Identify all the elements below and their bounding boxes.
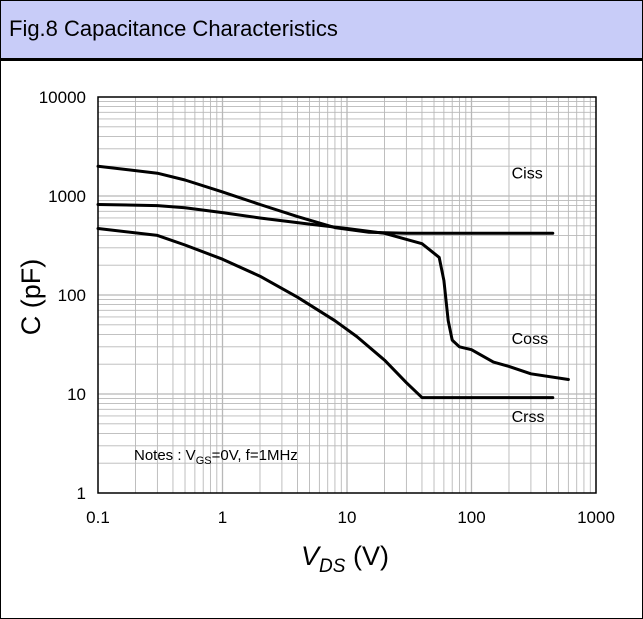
note-subscript: GS: [196, 455, 212, 467]
x-axis-label-sub: DS: [319, 556, 346, 577]
coss-label: Coss: [512, 331, 548, 348]
x-tick-label: 100: [457, 508, 485, 527]
figure-header: Fig.8 Capacitance Characteristics: [1, 1, 642, 61]
y-axis-label: C (pF): [16, 259, 46, 336]
x-tick-label: 1: [218, 508, 227, 527]
x-tick-label: 1000: [577, 508, 615, 527]
crss-line: [96, 227, 555, 400]
crss-label: Crss: [512, 409, 545, 426]
y-tick-label: 10000: [39, 88, 86, 107]
note-prefix: Notes : V: [134, 447, 196, 464]
ciss-line: [96, 164, 555, 235]
x-tick-label: 0.1: [86, 508, 110, 527]
chart-series: [96, 164, 570, 400]
series-labels: Ciss Coss Crss: [512, 166, 548, 427]
chart-grid: [98, 97, 596, 493]
x-tick-label: 10: [338, 508, 357, 527]
coss-line: [96, 203, 570, 381]
ciss-label: Ciss: [512, 166, 543, 183]
y-tick-label: 100: [58, 286, 86, 305]
y-tick-label: 1: [77, 484, 86, 503]
x-axis-label-unit: (V): [345, 541, 389, 571]
x-axis-label-main: V: [301, 541, 322, 571]
x-axis-label: VDS (V): [301, 541, 389, 577]
y-tick-label: 10: [67, 385, 86, 404]
note-suffix: =0V, f=1MHz: [212, 447, 298, 464]
plot-area: [97, 96, 597, 494]
figure-title: Fig.8 Capacitance Characteristics: [9, 16, 338, 41]
y-tick-label: 1000: [48, 187, 86, 206]
test-conditions-note: Notes : VGS=0V, f=1MHz: [134, 447, 298, 467]
